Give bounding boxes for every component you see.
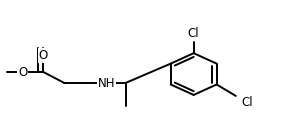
Text: O: O [18,66,28,78]
Text: NH: NH [98,77,115,90]
Text: O: O [39,49,48,62]
Text: Cl: Cl [188,27,200,39]
Text: Cl: Cl [242,96,253,109]
